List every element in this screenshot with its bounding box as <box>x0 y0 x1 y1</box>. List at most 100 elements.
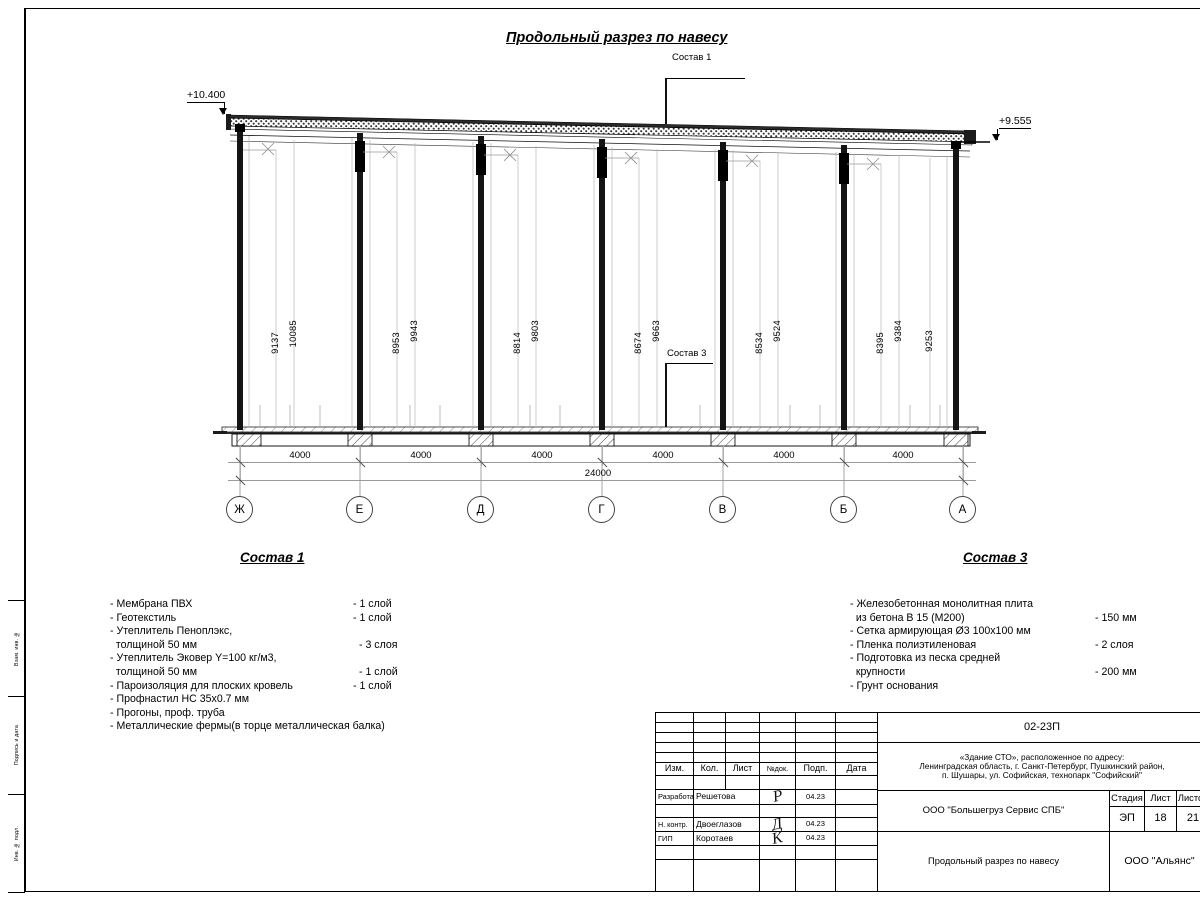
sostav-3-row-text: - Грунт основания <box>850 679 939 692</box>
rev-cell <box>760 713 796 723</box>
rev-cell <box>656 713 694 723</box>
role-cell <box>836 846 878 860</box>
axis-bubble-a[interactable]: А <box>949 496 976 523</box>
axis-bubble-e[interactable]: Е <box>346 496 373 523</box>
sostav-3-row-text: крупности <box>850 665 906 678</box>
rev-cell <box>726 733 760 743</box>
rev-cell <box>694 713 726 723</box>
axis-bubble-b[interactable]: Б <box>830 496 857 523</box>
sostav-1-row: - Профнастил НС 35х0.7 мм <box>110 693 440 707</box>
callout-sostav-1-leader-horizontal <box>665 78 745 79</box>
role-cell <box>726 776 760 790</box>
span-dim-5: 4000 <box>773 450 795 461</box>
sostav-1-row: - Прогоны, проф. труба <box>110 707 440 721</box>
elevation-mark-left: +10.400 <box>187 89 226 103</box>
sostav-3-row: крупности - 200 мм <box>850 666 1170 680</box>
list-header: Лист <box>1145 791 1177 807</box>
sostav-1-row: - Металлические фермы(в торце металличес… <box>110 720 440 734</box>
margin-field-podpis: Подпись и дата <box>8 697 25 795</box>
role-extra-cell <box>836 832 878 846</box>
sostav-1-row-qty: - 1 слой <box>359 665 398 678</box>
margin-field-vzam-label: Взам. инв. № <box>13 631 20 666</box>
rev-header-podp: Подп. <box>796 763 836 776</box>
rev-cell <box>836 753 878 763</box>
sostav-3-row-text: - Подготовка из песка средней <box>850 652 1001 665</box>
dim-extension-4 <box>602 446 603 466</box>
rev-cell <box>726 723 760 733</box>
dim-extension-2 <box>360 446 361 466</box>
rev-cell <box>796 723 836 733</box>
rev-cell <box>656 743 694 753</box>
drawing-main-title: Продольный разрез по навесу <box>506 30 728 46</box>
role-cell <box>796 846 836 860</box>
signature-glyph: Д <box>770 818 785 832</box>
rev-cell <box>760 733 796 743</box>
role-extra-cell <box>836 790 878 805</box>
role-label-nkontr: Н. контр. <box>656 818 694 832</box>
role-cell <box>796 860 836 891</box>
rev-cell <box>796 743 836 753</box>
sostav-1-row: - Мембрана ПВХ - 1 слой <box>110 598 440 612</box>
rev-header-ndok: №док. <box>760 763 796 776</box>
axis-bubble-d[interactable]: Д <box>467 496 494 523</box>
object-line-2: Ленинградская область, г. Санкт-Петербур… <box>919 761 1165 772</box>
vertical-dim-outer-4: 9663 <box>651 320 661 342</box>
rev-header-data: Дата <box>836 763 878 776</box>
sostav-1-row-text: - Утеплитель Пеноплэкс, <box>110 625 233 638</box>
sostav-1-row: - Пароизоляция для плоских кровель - 1 сл… <box>110 680 440 694</box>
rev-cell <box>836 713 878 723</box>
vertical-dim-extra: 9253 <box>924 330 934 352</box>
dim-extension-5 <box>723 446 724 466</box>
rev-cell <box>760 753 796 763</box>
sostav-1-row-text: - Геотекстиль <box>110 611 177 624</box>
rev-cell <box>760 723 796 733</box>
sostav-3-heading: Состав 3 <box>963 550 1028 565</box>
role-date-razrabotal: 04.23 <box>796 790 836 805</box>
span-dim-1: 4000 <box>289 450 311 461</box>
role-signature-nkontr: Д <box>760 818 796 832</box>
axis-bubble-zh[interactable]: Ж <box>226 496 253 523</box>
sostav-1-row: - Утеплитель Пеноплэкс, <box>110 625 440 639</box>
role-cell <box>694 860 760 891</box>
role-cell <box>656 776 694 790</box>
rev-header-izm: Изм. <box>656 763 694 776</box>
rev-header-kol: Кол. <box>694 763 726 776</box>
axis-bubble-v[interactable]: В <box>709 496 736 523</box>
role-cell <box>760 805 796 818</box>
role-cell <box>796 776 836 790</box>
sostav-3-row: - Сетка армирующая Ø3 100х100 мм <box>850 625 1170 639</box>
rev-cell <box>694 733 726 743</box>
rev-cell <box>726 743 760 753</box>
axis-bubble-g[interactable]: Г <box>588 496 615 523</box>
margin-field-inv-label: Инв. № подл. <box>13 825 20 862</box>
sostav-1-row: - Утеплитель Эковер Y=100 кг/м3, <box>110 652 440 666</box>
callout-sostav-3-label: Состав 3 <box>667 348 707 359</box>
margin-field-vzam: Взам. инв. № <box>8 601 25 697</box>
sostav-3-row-text: - Пленка полиэтиленовая <box>850 638 977 651</box>
gost-margin-fields: Взам. инв. № Подпись и дата Инв. № подл. <box>8 600 25 893</box>
callout-sostav-1-leader-vertical <box>665 78 667 124</box>
role-signature-gip: К <box>760 832 796 846</box>
sostav-1-row-text: толщиной 50 мм <box>110 638 197 651</box>
span-dim-6: 4000 <box>892 450 914 461</box>
total-dim-label: 24000 <box>584 468 612 479</box>
sostav-3-row-qty: - 150 мм <box>1095 611 1137 624</box>
span-dim-4: 4000 <box>652 450 674 461</box>
listov-value: 21 <box>1177 807 1200 832</box>
sostav-3-row: из бетона В 15 (М200) - 150 мм <box>850 612 1170 626</box>
vertical-dim-inner-4: 8674 <box>633 332 643 354</box>
role-cell <box>656 805 694 818</box>
sostav-1-row-text: - Пароизоляция для плоских кровель <box>110 679 293 692</box>
sostav-3-row-text: - Сетка армирующая Ø3 100х100 мм <box>850 625 1031 638</box>
role-cell <box>760 776 796 790</box>
project-code: 02-23П <box>878 713 1200 743</box>
rev-cell <box>836 733 878 743</box>
sostav-1-row-qty: - 3 слоя <box>359 638 398 651</box>
elevation-left-arrow <box>219 108 227 115</box>
rev-cell <box>796 753 836 763</box>
rev-cell <box>760 743 796 753</box>
role-name-gip: Коротаев <box>694 832 760 846</box>
rev-cell <box>656 753 694 763</box>
elevation-mark-right: +9.555 <box>999 115 1032 129</box>
sostav-1-row-text: - Профнастил НС 35х0.7 мм <box>110 693 250 706</box>
